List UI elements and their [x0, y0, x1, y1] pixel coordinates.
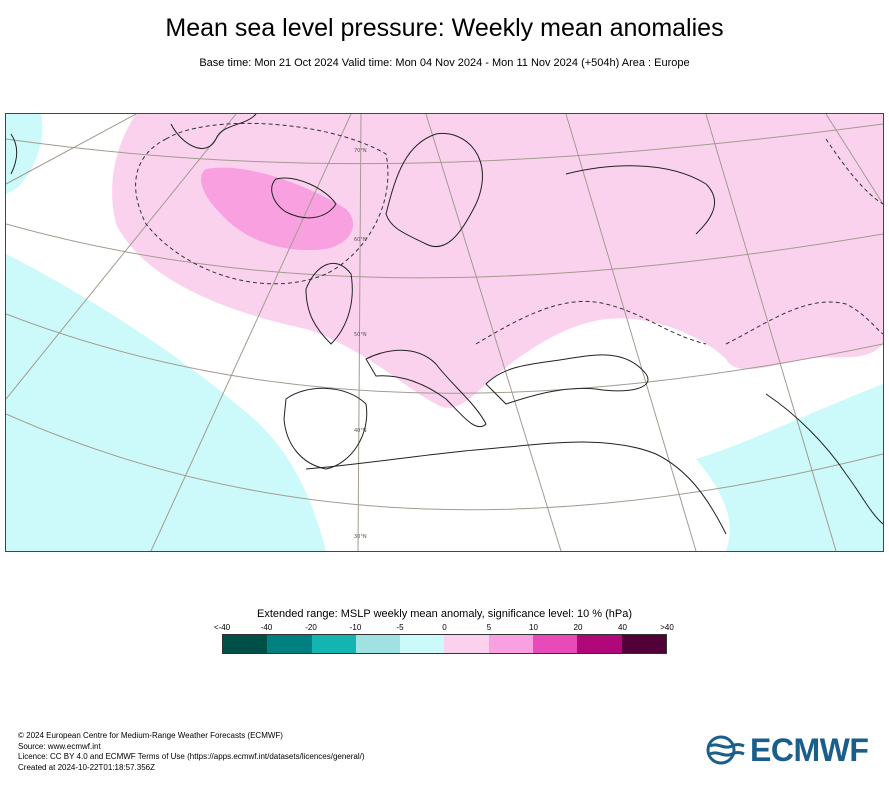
- legend-swatch: [355, 635, 401, 653]
- label-40n: 40°N: [354, 428, 367, 434]
- legend-tick-labels: <-40 -40 -20 -10 -5 0 5 10 20 40 >40: [214, 623, 674, 635]
- legend-tick: 0: [442, 623, 447, 632]
- label-60n: 60°N: [354, 237, 367, 243]
- legend-swatch: [223, 635, 268, 653]
- legend-swatch: [533, 635, 578, 653]
- map-svg: 70°N 60°N 50°N 40°N 30°N: [6, 114, 883, 551]
- legend-tick: 10: [529, 623, 538, 632]
- legend-swatch: [444, 635, 489, 653]
- licence-line: Licence: CC BY 4.0 and ECMWF Terms of Us…: [18, 752, 365, 761]
- label-50n: 50°N: [354, 332, 367, 338]
- anomaly-map: 70°N 60°N 50°N 40°N 30°N: [5, 113, 884, 552]
- label-30n: 30°N: [354, 534, 367, 540]
- legend-swatch: [488, 635, 534, 653]
- positive-anomaly-shading: [112, 114, 883, 408]
- created-line: Created at 2024-10-22T01:18:57.356Z: [18, 762, 155, 772]
- legend-tick: <-40: [213, 623, 231, 632]
- legend-tick: 20: [573, 623, 583, 632]
- legend-tick: -10: [349, 623, 362, 632]
- legend-tick: 40: [618, 623, 627, 632]
- legend-tick: -40: [260, 623, 273, 632]
- graticule-lines: [6, 114, 883, 551]
- ecmwf-logo: ECMWF: [706, 731, 869, 768]
- legend-tick: 5: [486, 623, 492, 632]
- ecmwf-logo-text: ECMWF: [750, 731, 869, 768]
- coastline-map: [10, 114, 883, 535]
- legend-title: Extended range: MSLP weekly mean anomaly…: [256, 608, 632, 620]
- ecmwf-logo-icon: [706, 735, 745, 765]
- contour-lines: [135, 122, 883, 345]
- legend-color-bar: [222, 634, 667, 654]
- graticule-labels: 70°N 60°N 50°N 40°N 30°N: [354, 148, 367, 540]
- legend-swatch: [400, 635, 445, 653]
- source-line: Source: www.ecmwf.int: [18, 741, 101, 751]
- copyright-line: © 2024 European Centre for Medium-Range …: [18, 731, 283, 740]
- label-70n: 70°N: [354, 148, 367, 154]
- legend-tick: -20: [305, 623, 317, 632]
- legend-swatch: [621, 635, 666, 653]
- chart-subtitle: Base time: Mon 21 Oct 2024 Valid time: M…: [199, 57, 690, 69]
- negative-anomaly-shading: [6, 114, 883, 551]
- legend-swatch: [311, 635, 356, 653]
- credits: © 2024 European Centre for Medium-Range …: [18, 731, 365, 773]
- legend-tick: >40: [660, 623, 674, 632]
- legend-tick: -5: [396, 623, 404, 632]
- legend-swatch: [577, 635, 622, 653]
- chart-title: Mean sea level pressure: Weekly mean ano…: [165, 14, 724, 42]
- legend-swatch: [267, 635, 312, 653]
